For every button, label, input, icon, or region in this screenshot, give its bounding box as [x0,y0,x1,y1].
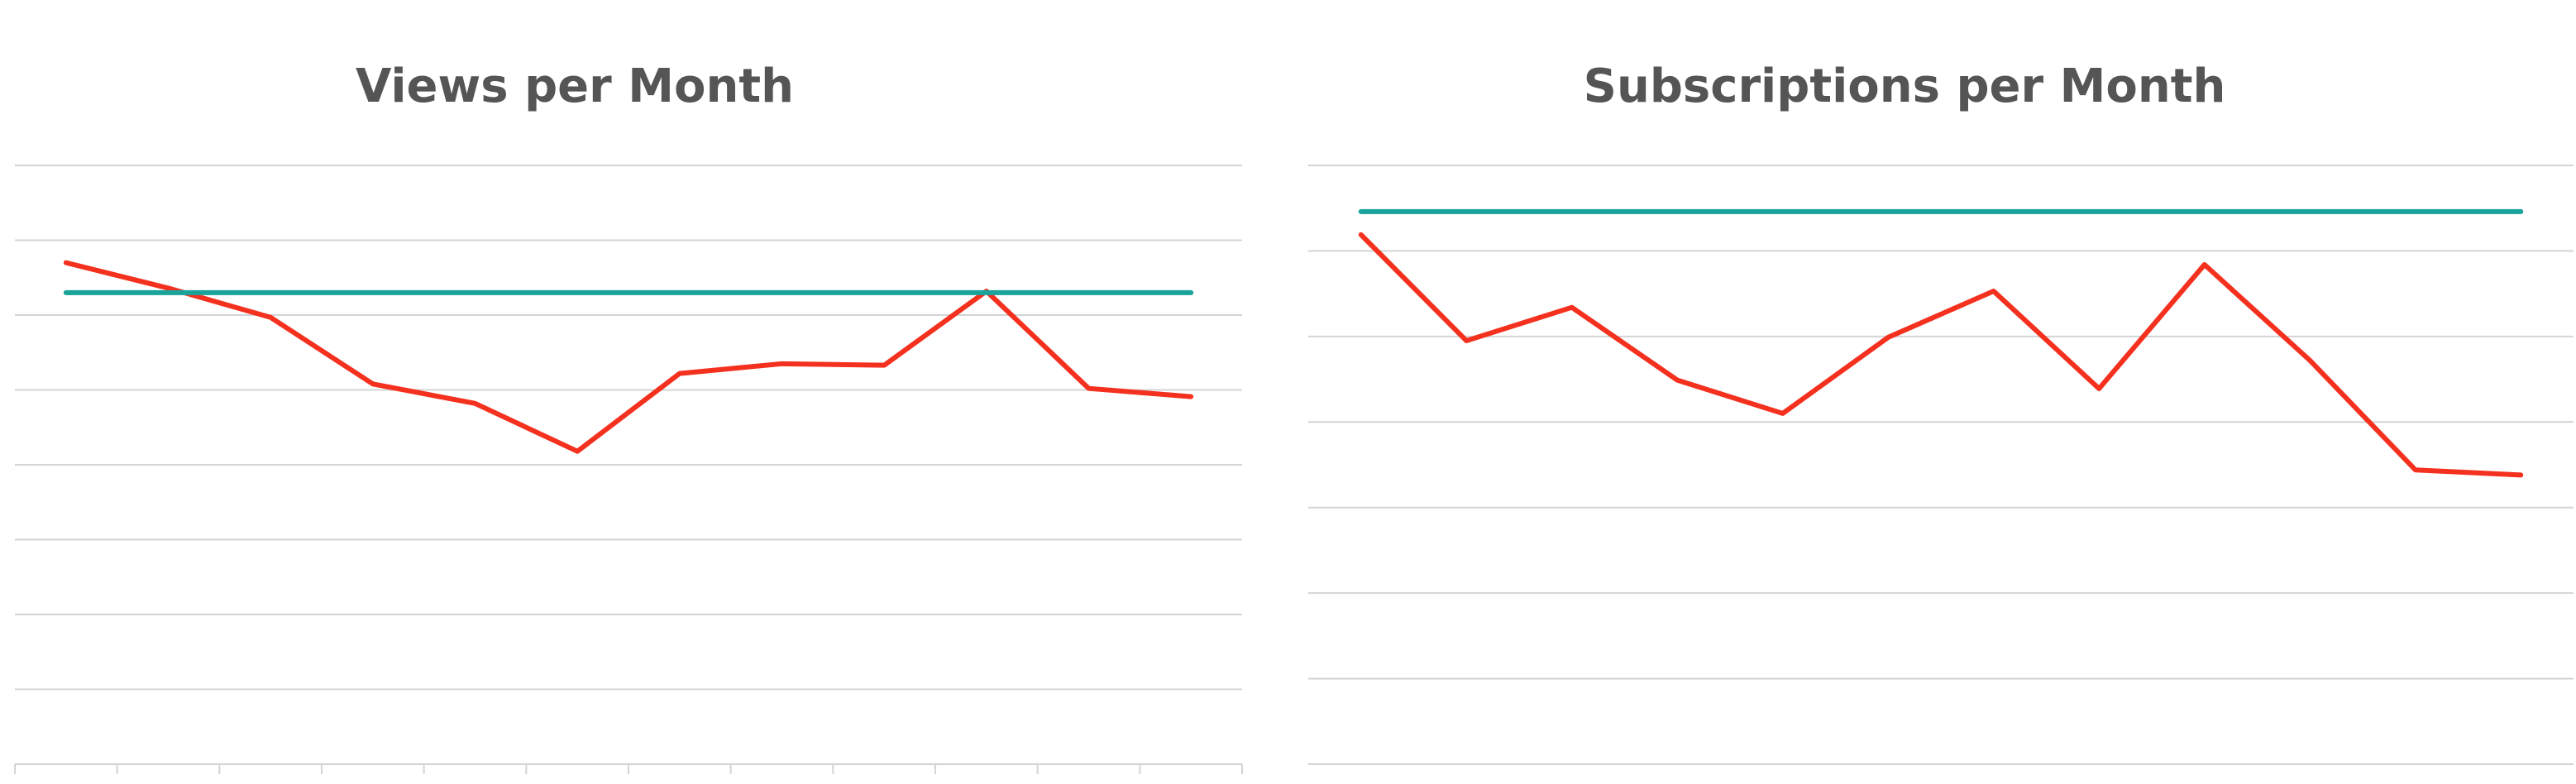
line-series [1358,232,2524,478]
chart-title: Views per Month [356,60,794,113]
chart-title: Subscriptions per Month [1584,60,2226,113]
line-series [63,260,1194,454]
